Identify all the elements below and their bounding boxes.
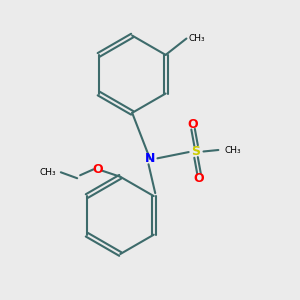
Text: S: S — [192, 145, 201, 158]
Text: CH₃: CH₃ — [189, 34, 206, 43]
Text: O: O — [93, 163, 103, 176]
Text: O: O — [188, 118, 198, 131]
Text: O: O — [194, 172, 204, 185]
Text: CH₃: CH₃ — [40, 168, 56, 177]
Text: N: N — [145, 152, 155, 165]
Text: CH₃: CH₃ — [224, 146, 241, 154]
